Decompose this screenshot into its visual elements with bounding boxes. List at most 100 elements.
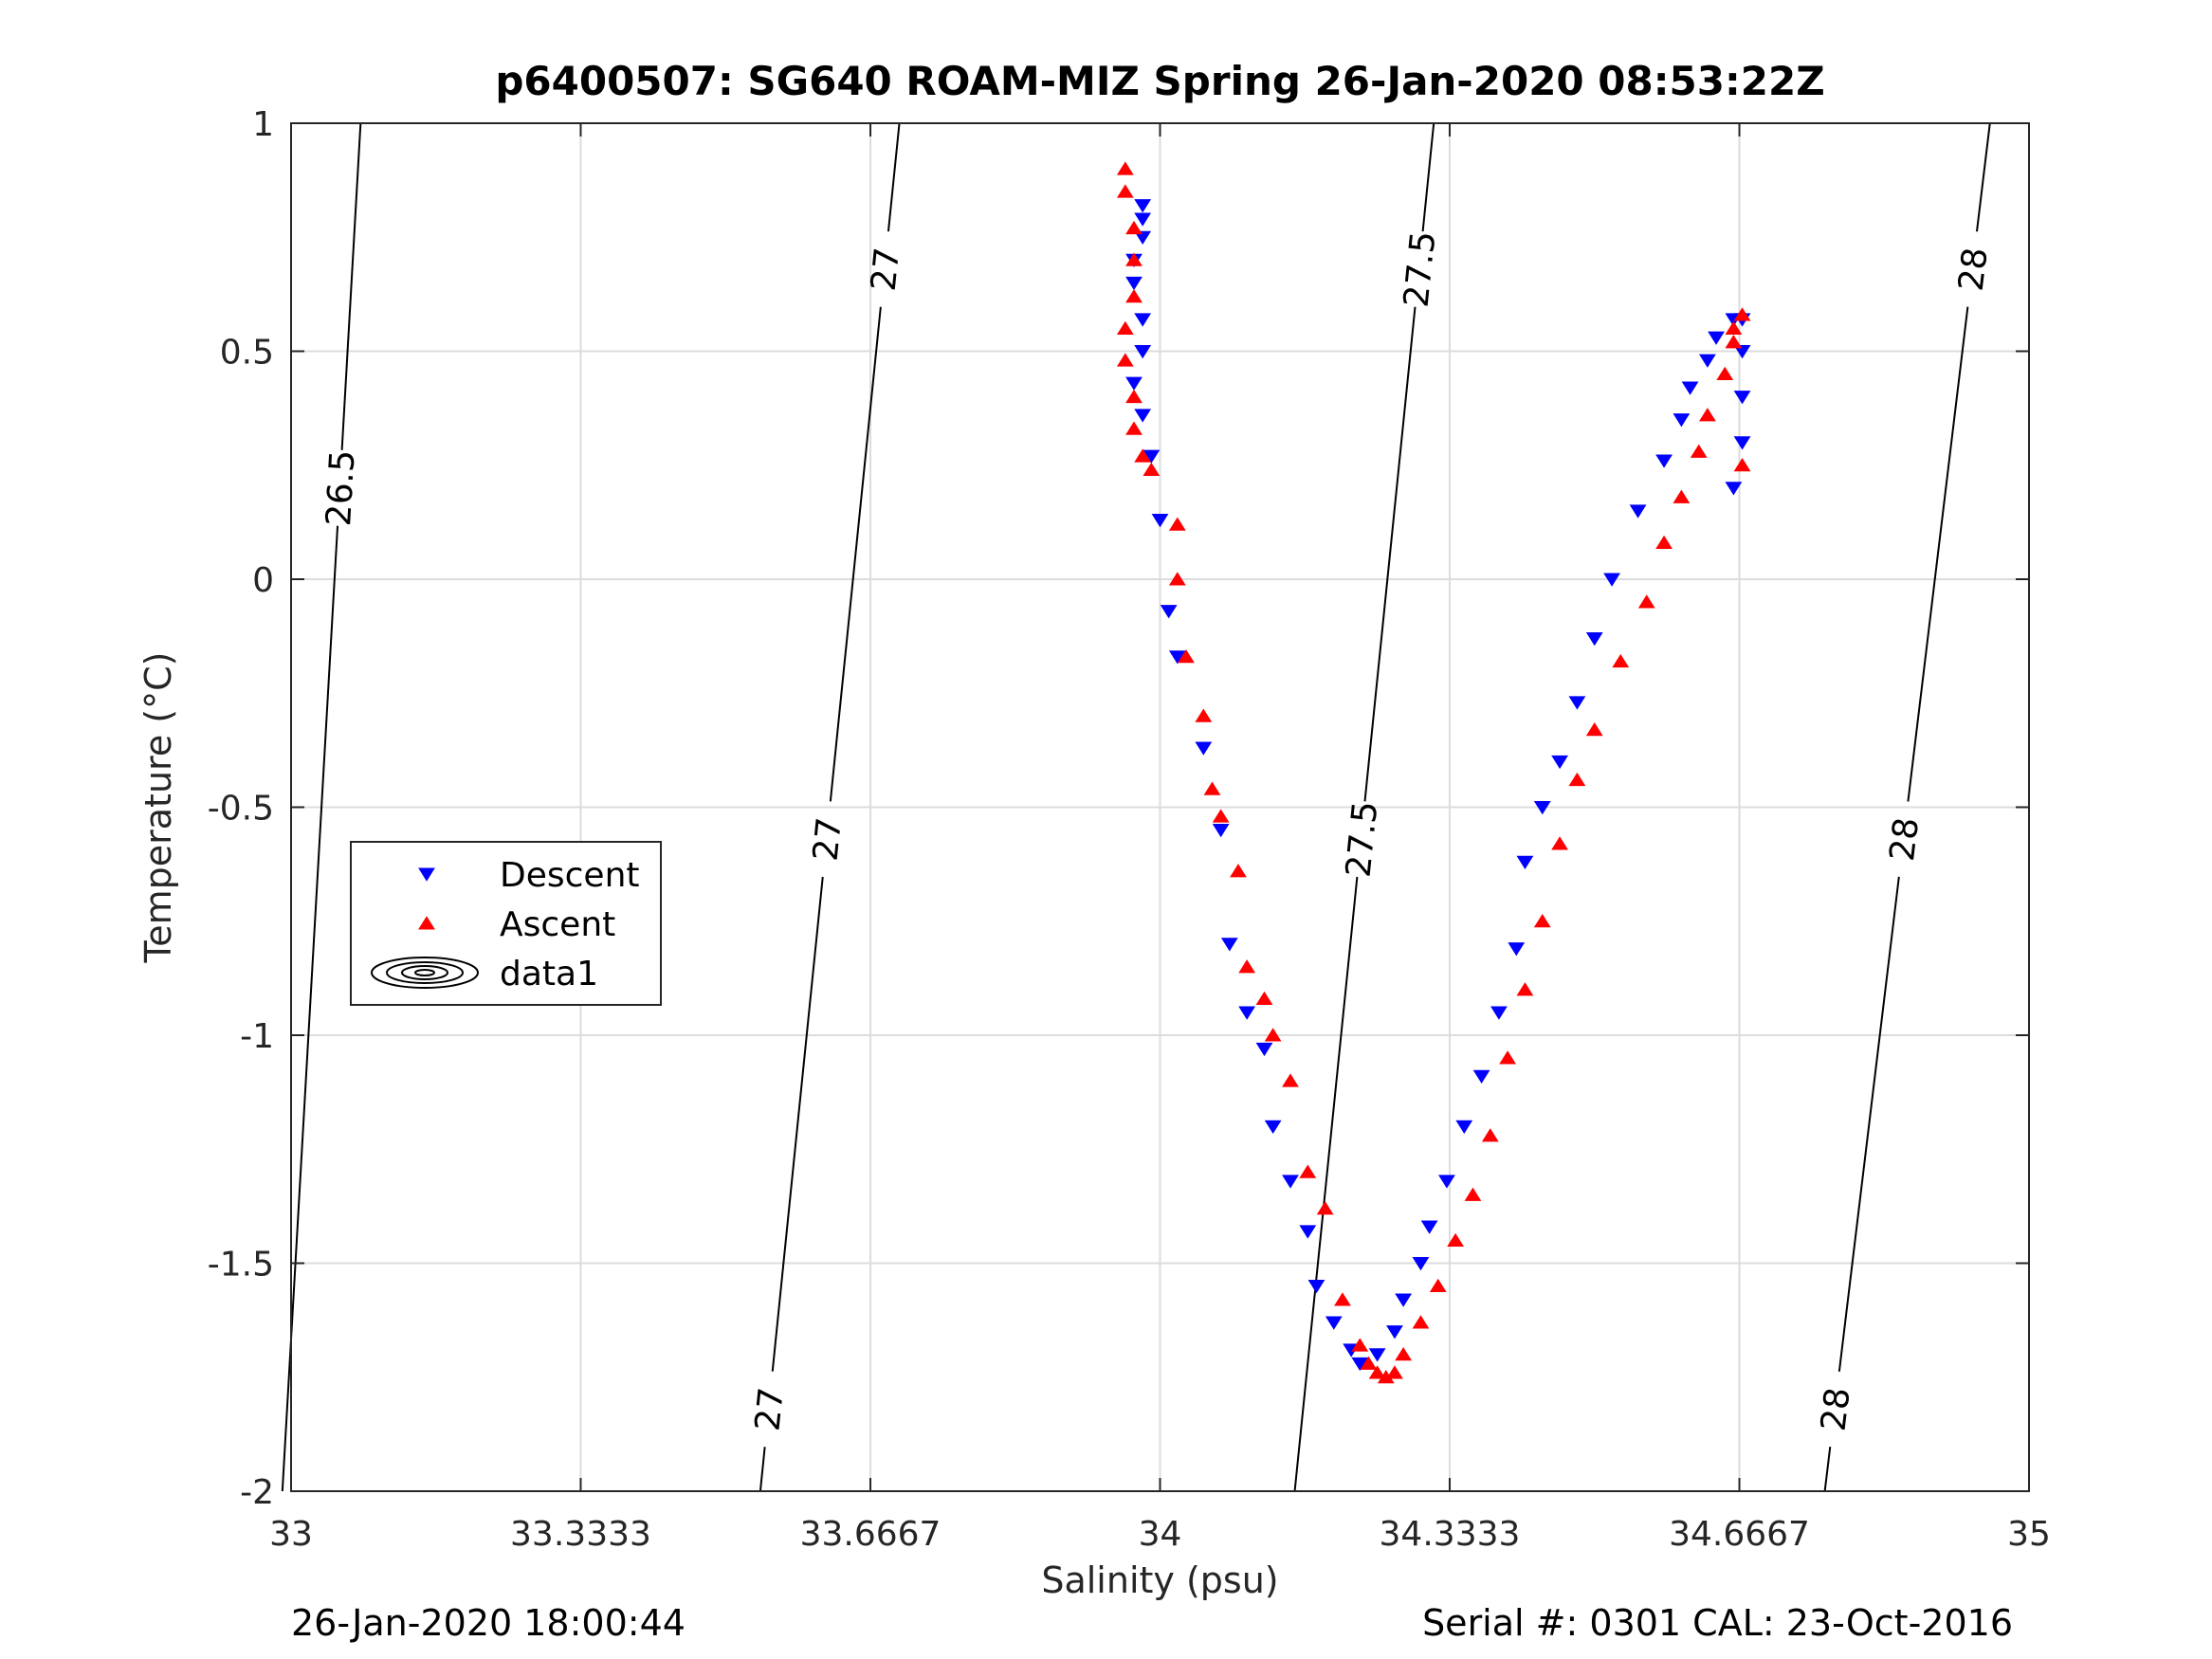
density-contour-line bbox=[771, 876, 824, 1372]
ascent-point bbox=[1282, 1073, 1299, 1087]
footer-timestamp: 26-Jan-2020 18:00:44 bbox=[291, 1602, 686, 1644]
y-tick-label: -0.5 bbox=[208, 790, 274, 829]
x-tick-label: 35 bbox=[2007, 1515, 2051, 1554]
ascent-point bbox=[1203, 781, 1221, 795]
density-contour-line bbox=[1363, 306, 1417, 802]
descent-point bbox=[1264, 1120, 1282, 1134]
legend-label: Descent bbox=[500, 856, 640, 895]
ascent-point bbox=[1116, 184, 1134, 198]
ascent-point bbox=[1499, 1050, 1517, 1065]
descent-point bbox=[1238, 1006, 1256, 1020]
density-contour-line bbox=[759, 1447, 766, 1492]
density-contour-line bbox=[1823, 1447, 1832, 1492]
descent-point bbox=[1603, 573, 1620, 587]
y-axis-label: Temperature (°C) bbox=[137, 652, 179, 964]
ascent-point bbox=[1178, 649, 1195, 664]
descent-point bbox=[1673, 413, 1691, 428]
descent-point bbox=[1551, 755, 1568, 770]
descent-point bbox=[1368, 1348, 1386, 1362]
ascent-point bbox=[1195, 708, 1213, 722]
density-contours: 26.5 27 27 27 27.5 27.5 28 28 28 bbox=[281, 122, 1996, 1492]
ascent-point bbox=[1568, 772, 1586, 787]
descent-point bbox=[1412, 1257, 1430, 1271]
descent-point bbox=[1168, 650, 1186, 665]
ascent-point bbox=[1637, 594, 1655, 609]
contour-label: 28 bbox=[1814, 1385, 1857, 1432]
y-tick-label: 0.5 bbox=[220, 334, 274, 373]
ascent-point bbox=[1698, 408, 1716, 422]
descent-point bbox=[1733, 436, 1751, 450]
legend-descent-marker bbox=[418, 867, 435, 882]
x-tick-label: 34 bbox=[1139, 1515, 1182, 1554]
ascent-point bbox=[1299, 1164, 1317, 1178]
legend-label: data1 bbox=[500, 955, 598, 994]
contour-label: 27 bbox=[807, 815, 850, 863]
ascent-point bbox=[1212, 809, 1230, 823]
ascent-point bbox=[1673, 489, 1691, 503]
descent-point bbox=[1516, 855, 1534, 869]
descent-point bbox=[1681, 381, 1699, 395]
ascent-point bbox=[1585, 721, 1603, 737]
contour-label: 27 bbox=[865, 246, 907, 293]
descent-point bbox=[1733, 391, 1751, 405]
data-points bbox=[1116, 161, 1751, 1384]
ascent-point bbox=[1316, 1201, 1334, 1215]
ascent-point bbox=[1429, 1278, 1447, 1293]
descent-point bbox=[1490, 1006, 1508, 1020]
contour-label: 28 bbox=[1883, 815, 1927, 863]
ascent-point bbox=[1168, 517, 1186, 531]
legend: Descent Ascent data1 bbox=[350, 841, 662, 1006]
ascent-point bbox=[1368, 1365, 1386, 1379]
y-tick-label: -1 bbox=[240, 1017, 274, 1056]
descent-point bbox=[1629, 504, 1647, 519]
x-tick-label: 33 bbox=[269, 1515, 313, 1554]
ascent-point bbox=[1551, 836, 1568, 850]
ascent-point bbox=[1733, 458, 1751, 472]
contour-label: 27 bbox=[748, 1386, 791, 1433]
ascent-point bbox=[1725, 335, 1743, 349]
descent-point bbox=[1220, 938, 1238, 952]
grid-lines bbox=[290, 122, 2030, 1492]
descent-series bbox=[1125, 199, 1751, 1372]
descent-point bbox=[1143, 449, 1161, 464]
contour-label: 26.5 bbox=[320, 449, 363, 527]
descent-point bbox=[1255, 1042, 1273, 1057]
y-tick-label: 0 bbox=[252, 561, 274, 600]
descent-point bbox=[1151, 513, 1169, 528]
ascent-series bbox=[1116, 161, 1751, 1384]
ascent-point bbox=[1464, 1187, 1482, 1201]
descent-point bbox=[1134, 230, 1152, 245]
density-contour-line bbox=[1293, 876, 1359, 1492]
ascent-point bbox=[1264, 1028, 1282, 1042]
ascent-point bbox=[1725, 320, 1743, 335]
y-tick-label: 1 bbox=[252, 105, 274, 144]
descent-point bbox=[1212, 824, 1230, 838]
legend-ascent-marker bbox=[418, 916, 435, 930]
ascent-point bbox=[1125, 421, 1143, 435]
descent-point bbox=[1307, 1280, 1325, 1294]
axis-ticks: 33 33.3333 33.6667 34 34.3333 34.6667 35 -2 -1.5… bbox=[208, 105, 2051, 1554]
descent-point bbox=[1585, 632, 1603, 647]
ascent-point bbox=[1134, 448, 1152, 463]
contour-label: 27.5 bbox=[1398, 229, 1444, 309]
legend-contour-icon bbox=[371, 957, 479, 989]
density-contour-line bbox=[887, 122, 901, 232]
descent-point bbox=[1282, 1175, 1299, 1189]
x-tick-label: 33.6667 bbox=[800, 1515, 941, 1554]
density-contour-line bbox=[829, 306, 882, 802]
density-contour-line bbox=[1975, 122, 1991, 232]
ascent-point bbox=[1125, 220, 1143, 235]
descent-point bbox=[1134, 409, 1152, 423]
ascent-point bbox=[1143, 462, 1161, 477]
ascent-point bbox=[1481, 1128, 1499, 1142]
legend-label: Ascent bbox=[500, 905, 615, 944]
ascent-point bbox=[1351, 1338, 1369, 1352]
density-contour-line bbox=[1421, 122, 1435, 232]
descent-point bbox=[1160, 605, 1178, 619]
descent-point bbox=[1134, 212, 1152, 227]
contour-label: 28 bbox=[1952, 246, 1996, 293]
descent-point bbox=[1134, 199, 1152, 213]
ascent-point bbox=[1395, 1346, 1413, 1361]
ascent-point bbox=[1612, 653, 1630, 668]
descent-point bbox=[1299, 1225, 1317, 1239]
